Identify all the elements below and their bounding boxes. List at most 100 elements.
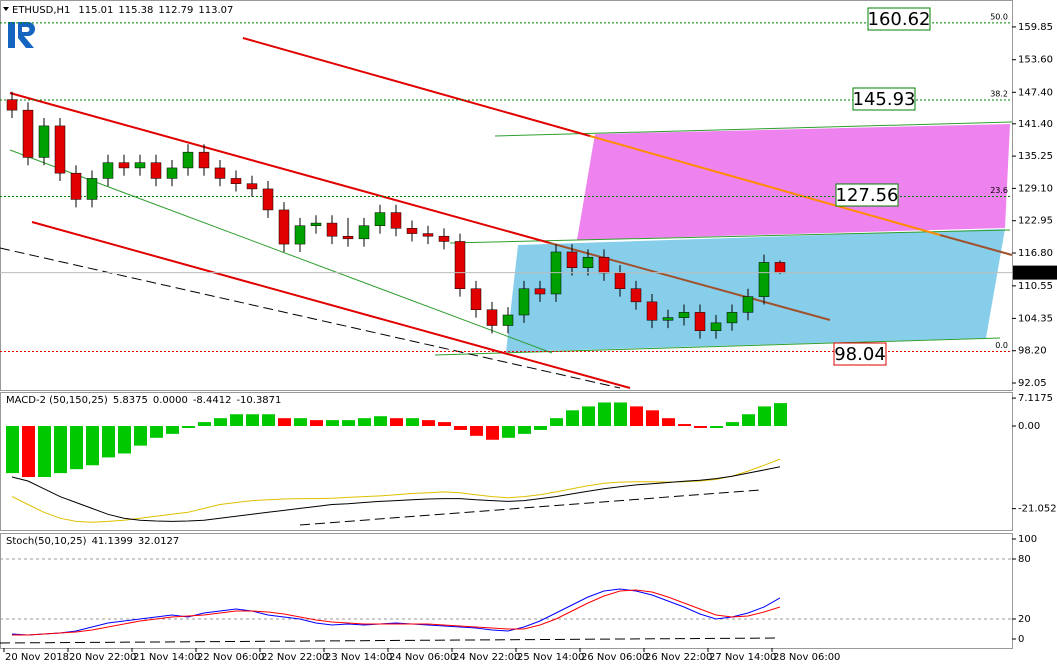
histogram-bar bbox=[406, 418, 419, 427]
series-line bbox=[12, 589, 781, 636]
candle-body bbox=[422, 233, 434, 237]
histogram-bar bbox=[454, 426, 467, 430]
y-tick-label: 7.1175 bbox=[1018, 393, 1053, 404]
fib-value: 98.04 bbox=[834, 344, 886, 365]
x-tick-label: 26 Nov 22:00 bbox=[645, 652, 712, 663]
histogram-bar bbox=[502, 426, 515, 438]
fib-box-frame bbox=[835, 183, 899, 207]
candle-body bbox=[566, 251, 578, 268]
histogram-bar bbox=[150, 426, 163, 438]
histogram-bar bbox=[630, 406, 643, 427]
histogram-bar bbox=[518, 426, 531, 434]
y-tick-label: 98.20 bbox=[1018, 346, 1047, 357]
fib-box: 160.62 bbox=[867, 7, 931, 31]
candle-body bbox=[182, 151, 194, 169]
header-value: 0.0000 bbox=[153, 395, 188, 406]
header-value: 112.79 bbox=[158, 5, 193, 16]
y-tick-label: 135.25 bbox=[1018, 151, 1053, 162]
y-tick-label: 141.40 bbox=[1018, 119, 1053, 130]
indicator-title: Stoch(50,10,25) bbox=[6, 536, 87, 547]
price-tag bbox=[1013, 265, 1057, 280]
fib-box: 127.56 bbox=[835, 183, 899, 207]
histogram-bar bbox=[534, 426, 547, 430]
candle-body bbox=[662, 317, 674, 321]
drawings bbox=[0, 37, 1013, 644]
histogram-bar bbox=[646, 410, 659, 427]
dashed-line bbox=[0, 637, 781, 644]
histogram-bar bbox=[374, 416, 387, 427]
histogram-bar bbox=[742, 414, 755, 427]
price-tag-label: 113.07 bbox=[1017, 268, 1052, 279]
candle-body bbox=[198, 151, 210, 169]
x-tick-label: 27 Nov 14:00 bbox=[709, 652, 776, 663]
candle-body bbox=[246, 183, 258, 190]
y-tick-label: 159.85 bbox=[1018, 22, 1053, 33]
candle-body bbox=[102, 162, 114, 179]
histogram-bar bbox=[710, 426, 723, 428]
fib-box: 145.93 bbox=[852, 87, 916, 111]
histogram-bar bbox=[486, 426, 499, 440]
x-tick-label: 20 Nov 2018 bbox=[5, 652, 69, 663]
candle-body bbox=[614, 272, 626, 289]
x-tick-label: 26 Nov 06:00 bbox=[581, 652, 648, 663]
logo-r bbox=[18, 22, 35, 48]
candle-body bbox=[406, 228, 418, 234]
x-tick-label: 25 Nov 14:00 bbox=[517, 652, 584, 663]
candle-body bbox=[646, 301, 658, 321]
histogram-bar bbox=[54, 426, 67, 474]
candle-body bbox=[678, 312, 690, 318]
histogram-bar bbox=[326, 420, 339, 427]
histogram-bar bbox=[6, 426, 19, 474]
x-tick-label: 21 Nov 14:00 bbox=[133, 652, 200, 663]
histogram-bar bbox=[294, 418, 307, 427]
histogram-bar bbox=[310, 420, 323, 427]
fib-value: 160.62 bbox=[868, 9, 931, 30]
fib-level-label: 0.0 bbox=[995, 341, 1008, 350]
blue-zone bbox=[506, 229, 1005, 352]
channel-line bbox=[9, 92, 551, 244]
x-tick-label: 20 Nov 22:00 bbox=[69, 652, 136, 663]
fib-box: 98.04 bbox=[833, 342, 887, 366]
fib-level-label: 38.2 bbox=[990, 90, 1008, 99]
candle-body bbox=[534, 288, 546, 295]
histogram-bar bbox=[662, 418, 675, 427]
channel-line bbox=[242, 37, 591, 137]
x-tick-label: 24 Nov 06:00 bbox=[389, 652, 456, 663]
pink-zone bbox=[577, 124, 1010, 240]
histogram-bar bbox=[246, 414, 259, 427]
histogram-bar bbox=[182, 426, 195, 428]
histogram-bar bbox=[70, 426, 83, 470]
y-tick-label: 110.55 bbox=[1018, 281, 1053, 292]
candle-body bbox=[374, 212, 386, 226]
candle-body bbox=[710, 322, 722, 332]
header-value: -10.3871 bbox=[236, 395, 281, 406]
candle-body bbox=[358, 225, 370, 240]
series-line bbox=[11, 588, 781, 636]
candle-body bbox=[230, 178, 242, 184]
candle-body bbox=[150, 162, 162, 179]
histogram-bar bbox=[774, 403, 787, 427]
header-value: 5.8375 bbox=[113, 395, 148, 406]
histogram-bar bbox=[102, 426, 115, 458]
histogram-bar bbox=[438, 422, 451, 427]
fib-level-label: 23.6 bbox=[990, 186, 1008, 195]
candle-body bbox=[54, 125, 66, 174]
fib-box-frame bbox=[852, 87, 916, 111]
green-line bbox=[434, 337, 1001, 356]
y-tick-label: 92.05 bbox=[1018, 378, 1047, 389]
y-tick-label: -21.0521 bbox=[1018, 504, 1057, 515]
header-value: 113.07 bbox=[198, 5, 233, 16]
y-tick-label: 20 bbox=[1018, 614, 1031, 625]
candle-body bbox=[470, 288, 482, 310]
y-tick-label: 147.40 bbox=[1018, 87, 1053, 98]
candle-body bbox=[38, 125, 50, 158]
y-tick-label: 153.60 bbox=[1018, 55, 1053, 66]
histogram-bar bbox=[694, 426, 707, 428]
channel-line bbox=[589, 135, 941, 236]
channel-line bbox=[31, 221, 631, 389]
x-tick-label: 23 Nov 14:00 bbox=[325, 652, 392, 663]
histogram-bar bbox=[358, 418, 371, 427]
y-tick-label: 80 bbox=[1018, 554, 1031, 565]
channel-line bbox=[549, 242, 831, 321]
histogram-bar bbox=[262, 414, 275, 427]
